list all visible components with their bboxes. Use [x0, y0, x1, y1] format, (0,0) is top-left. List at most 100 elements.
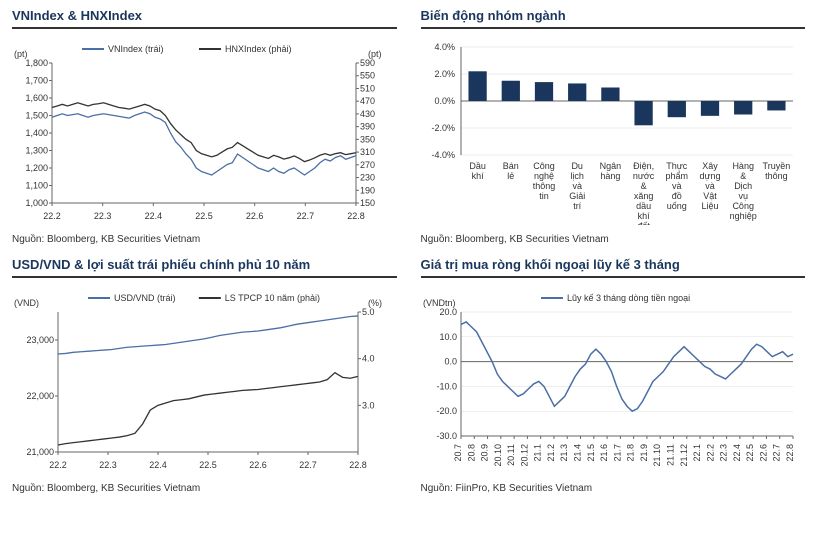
svg-text:430: 430 — [360, 109, 375, 119]
svg-text:Truyền: Truyền — [762, 161, 790, 171]
svg-text:22.2: 22.2 — [43, 211, 61, 221]
svg-text:390: 390 — [360, 122, 375, 132]
svg-text:1,600: 1,600 — [25, 93, 48, 103]
title-divider — [12, 27, 397, 29]
svg-text:21.12: 21.12 — [678, 444, 688, 467]
svg-text:khí: khí — [471, 171, 484, 181]
svg-text:và: và — [705, 181, 715, 191]
svg-text:Du: Du — [571, 161, 583, 171]
title-divider — [12, 276, 397, 278]
svg-text:thông: thông — [532, 181, 555, 191]
svg-text:Bán: Bán — [502, 161, 518, 171]
source-text: Nguồn: Bloomberg, KB Securities Vietnam — [12, 483, 397, 494]
chart-title: VNIndex & HNXIndex — [12, 8, 397, 23]
svg-text:1,100: 1,100 — [25, 181, 48, 191]
chart-grid: VNIndex & HNXIndex VNIndex (trái)HNXInde… — [0, 0, 817, 498]
sector-chart: -4.0%-2.0%0.0%2.0%4.0%DầukhíBánlẻCôngngh… — [421, 35, 801, 225]
svg-text:20.11: 20.11 — [506, 444, 516, 466]
source-text: Nguồn: Bloomberg, KB Securities Vietnam — [12, 234, 397, 245]
svg-text:lẻ: lẻ — [507, 171, 514, 181]
panel-foreign: Giá trị mua ròng khối ngoại lũy kế 3 thá… — [409, 249, 817, 498]
svg-text:22.4: 22.4 — [145, 211, 163, 221]
svg-text:-30.0: -30.0 — [436, 431, 457, 441]
svg-text:(VND): (VND) — [14, 298, 39, 308]
svg-text:Dịch: Dịch — [734, 181, 752, 191]
svg-text:nghệ: nghệ — [533, 171, 553, 181]
svg-text:3.0: 3.0 — [362, 400, 375, 410]
svg-text:190: 190 — [360, 185, 375, 195]
svg-text:USD/VND (trái): USD/VND (trái) — [114, 293, 176, 303]
svg-text:1,800: 1,800 — [25, 58, 48, 68]
svg-text:thông: thông — [765, 171, 788, 181]
svg-text:21.1: 21.1 — [532, 444, 542, 462]
panel-sectors: Biến động nhóm ngành -4.0%-2.0%0.0%2.0%4… — [409, 0, 817, 249]
svg-text:&: & — [640, 181, 646, 191]
svg-text:21.10: 21.10 — [652, 444, 662, 467]
svg-text:10.0: 10.0 — [439, 332, 457, 342]
svg-text:590: 590 — [360, 58, 375, 68]
svg-text:-10.0: -10.0 — [436, 381, 457, 391]
svg-text:1,400: 1,400 — [25, 128, 48, 138]
svg-text:22.3: 22.3 — [99, 460, 117, 470]
svg-text:tin: tin — [539, 191, 549, 201]
svg-text:2.0%: 2.0% — [434, 69, 455, 79]
svg-text:22.7: 22.7 — [299, 460, 317, 470]
svg-text:khí: khí — [637, 211, 650, 221]
chart-title: USD/VND & lợi suất trái phiếu chính phủ … — [12, 257, 397, 272]
svg-text:1,000: 1,000 — [25, 198, 48, 208]
svg-text:22.5: 22.5 — [745, 444, 755, 462]
svg-text:xăng: xăng — [633, 191, 653, 201]
svg-text:vụ: vụ — [738, 191, 748, 201]
svg-text:Hàng: Hàng — [732, 161, 754, 171]
svg-text:0.0%: 0.0% — [434, 96, 455, 106]
title-divider — [421, 276, 806, 278]
svg-text:Dầu: Dầu — [469, 161, 486, 171]
svg-text:150: 150 — [360, 198, 375, 208]
svg-text:Ngân: Ngân — [599, 161, 621, 171]
chart-title: Giá trị mua ròng khối ngoại lũy kế 3 thá… — [421, 257, 806, 272]
svg-text:5.0: 5.0 — [362, 307, 375, 317]
svg-text:22.8: 22.8 — [785, 444, 795, 462]
source-text: Nguồn: Bloomberg, KB Securities Vietnam — [421, 234, 806, 245]
svg-text:1,700: 1,700 — [25, 76, 48, 86]
svg-text:Xây: Xây — [702, 161, 718, 171]
svg-text:21.7: 21.7 — [612, 444, 622, 462]
svg-text:phẩm: phẩm — [665, 171, 688, 181]
svg-text:22.6: 22.6 — [758, 444, 768, 462]
svg-text:20.8: 20.8 — [466, 444, 476, 462]
svg-text:-4.0%: -4.0% — [431, 150, 455, 160]
svg-text:0.0: 0.0 — [444, 357, 457, 367]
svg-text:20.0: 20.0 — [439, 307, 457, 317]
svg-text:&: & — [740, 171, 746, 181]
panel-vnindex: VNIndex & HNXIndex VNIndex (trái)HNXInde… — [0, 0, 409, 249]
svg-text:Công: Công — [732, 201, 754, 211]
svg-text:22.4: 22.4 — [731, 444, 741, 462]
foreign-chart: Lũy kế 3 tháng dòng tiền ngoại(VNDtn)-30… — [421, 284, 801, 474]
svg-text:Lũy kế 3 tháng dòng tiền ngoại: Lũy kế 3 tháng dòng tiền ngoại — [567, 293, 690, 303]
svg-text:21.9: 21.9 — [638, 444, 648, 462]
svg-text:22.5: 22.5 — [199, 460, 217, 470]
svg-text:22.5: 22.5 — [195, 211, 213, 221]
svg-text:1,300: 1,300 — [25, 146, 48, 156]
svg-text:270: 270 — [360, 160, 375, 170]
svg-text:23,000: 23,000 — [26, 335, 54, 345]
svg-text:21.4: 21.4 — [572, 444, 582, 462]
chart-title: Biến động nhóm ngành — [421, 8, 806, 23]
svg-text:22.2: 22.2 — [705, 444, 715, 462]
svg-text:nước: nước — [632, 171, 654, 181]
svg-text:22.3: 22.3 — [718, 444, 728, 462]
svg-text:22.6: 22.6 — [246, 211, 264, 221]
svg-text:và: và — [572, 181, 582, 191]
svg-text:550: 550 — [360, 71, 375, 81]
svg-text:21,000: 21,000 — [26, 447, 54, 457]
svg-text:Giải: Giải — [569, 191, 585, 201]
svg-text:Liệu: Liệu — [701, 201, 718, 211]
svg-text:Điện,: Điện, — [633, 161, 654, 171]
svg-text:20.12: 20.12 — [519, 444, 529, 467]
svg-text:21.2: 21.2 — [545, 444, 555, 462]
svg-text:22.7: 22.7 — [771, 444, 781, 462]
svg-text:21.11: 21.11 — [665, 444, 675, 466]
svg-text:LS TPCP 10 năm (phải): LS TPCP 10 năm (phải) — [225, 293, 320, 303]
svg-text:20.10: 20.10 — [492, 444, 502, 467]
svg-text:1,500: 1,500 — [25, 111, 48, 121]
